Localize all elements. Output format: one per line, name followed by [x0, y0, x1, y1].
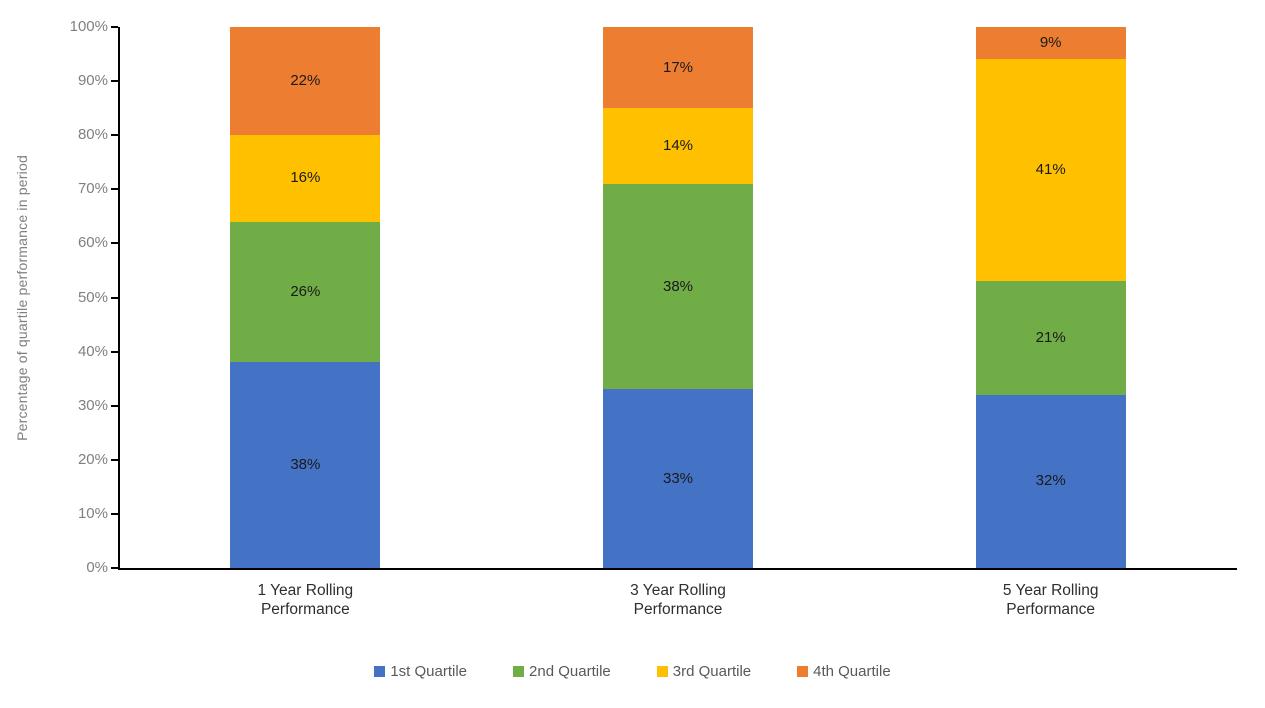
- x-axis-line: [118, 568, 1237, 570]
- x-category-label: 1 Year Rolling Performance: [257, 582, 354, 618]
- y-tick-mark: [111, 296, 118, 299]
- bar-segment-2nd-quartile: [603, 183, 753, 390]
- y-tick-mark: [111, 567, 118, 569]
- y-tick-label: 90%: [77, 72, 108, 90]
- legend-swatch: [374, 666, 386, 677]
- legend-label: 4th Quartile: [813, 663, 891, 680]
- y-tick-mark: [111, 242, 118, 245]
- bar-segment-1st-quartile: [230, 362, 381, 568]
- data-label: 41%: [1035, 161, 1066, 179]
- legend-swatch: [797, 666, 809, 677]
- y-tick-label: 20%: [77, 450, 108, 468]
- y-tick-label: 70%: [77, 180, 108, 198]
- legend-item-3rd-quartile: 3rd Quartile: [656, 663, 752, 680]
- bar-segment-2nd-quartile: [230, 221, 381, 363]
- y-tick-label: 60%: [77, 234, 108, 252]
- legend-item-1st-quartile: 1st Quartile: [374, 664, 467, 679]
- bar-segment-4th-quartile: [975, 27, 1126, 60]
- legend-label: 1st Quartile: [390, 663, 468, 680]
- y-tick-mark: [111, 188, 118, 191]
- data-label: 22%: [290, 72, 321, 90]
- y-tick-label: 30%: [77, 396, 108, 414]
- legend: 1st Quartile 2nd Quartile 3rd Quartile 4th …: [0, 664, 1265, 679]
- bar-segment-2nd-quartile: [975, 281, 1126, 395]
- legend-swatch: [513, 666, 525, 677]
- bar-segment-1st-quartile: [603, 389, 753, 568]
- y-axis-line: [118, 27, 120, 570]
- y-tick-mark: [111, 458, 118, 461]
- y-tick-mark: [111, 134, 118, 137]
- y-tick-mark: [111, 512, 118, 515]
- x-category-label: 5 Year Rolling Performance: [1002, 582, 1099, 618]
- y-axis-title: Percentage of quartile performance in pe…: [14, 155, 30, 441]
- bar-segment-3rd-quartile: [603, 108, 753, 184]
- bar-segment-3rd-quartile: [230, 135, 381, 222]
- y-tick-mark: [111, 80, 118, 83]
- y-tick-label: 10%: [77, 504, 108, 522]
- data-label: 38%: [662, 277, 694, 295]
- data-label: 14%: [662, 137, 694, 155]
- legend-item-2nd-quartile: 2nd Quartile: [513, 664, 611, 679]
- legend-label: 2nd Quartile: [529, 663, 611, 680]
- y-tick-mark: [111, 26, 118, 28]
- bar-segment-1st-quartile: [975, 394, 1126, 568]
- legend-swatch: [656, 666, 668, 677]
- bar-segment-4th-quartile: [230, 27, 381, 136]
- x-category-label: 3 Year Rolling Performance: [630, 582, 726, 618]
- data-label: 32%: [1035, 472, 1066, 490]
- bar-segment-4th-quartile: [603, 27, 753, 109]
- data-label: 38%: [290, 456, 321, 474]
- data-label: 21%: [1035, 329, 1066, 347]
- data-label: 33%: [662, 469, 694, 487]
- data-label: 16%: [290, 169, 321, 187]
- y-tick-label: 50%: [77, 288, 108, 306]
- bar-segment-3rd-quartile: [975, 59, 1126, 282]
- y-tick-mark: [111, 404, 118, 407]
- y-tick-label: 80%: [77, 126, 108, 144]
- y-tick-label: 40%: [77, 342, 108, 360]
- y-tick-mark: [111, 350, 118, 353]
- legend-item-4th-quartile: 4th Quartile: [797, 664, 891, 679]
- legend-label: 3rd Quartile: [672, 663, 752, 680]
- y-tick-label: 100%: [69, 18, 108, 35]
- data-label: 26%: [290, 283, 321, 301]
- y-tick-label: 0%: [86, 559, 108, 576]
- data-label: 17%: [662, 58, 694, 76]
- data-label: 9%: [1039, 34, 1062, 52]
